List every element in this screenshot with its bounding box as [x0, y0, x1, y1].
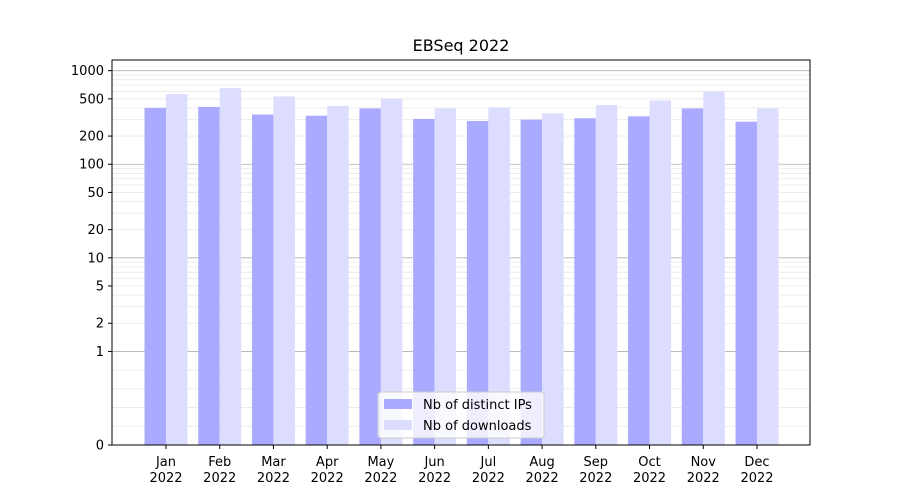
- legend-label: Nb of distinct IPs: [423, 398, 532, 413]
- y-tick-label: 5: [96, 280, 104, 295]
- legend-swatch: [384, 420, 412, 430]
- bar-downloads: [595, 104, 618, 445]
- y-tick-label: 10: [87, 251, 104, 266]
- legend-swatch: [384, 399, 412, 409]
- x-tick-label: Feb 2022: [203, 455, 236, 486]
- bar-distinct-ips: [251, 114, 274, 445]
- x-tick-label: Dec 2022: [740, 455, 773, 486]
- chart-title: EBSeq 2022: [413, 36, 510, 55]
- bar-distinct-ips: [574, 118, 596, 445]
- bar-downloads: [434, 108, 457, 446]
- bar-downloads: [380, 98, 403, 446]
- y-tick-label: 500: [79, 92, 104, 107]
- bar-downloads: [542, 113, 564, 446]
- y-tick-label: 0: [96, 439, 104, 454]
- y-tick-label: 50: [87, 186, 104, 201]
- x-tick-label: Jul 2022: [472, 455, 505, 486]
- bar-downloads: [488, 107, 510, 445]
- bar-downloads: [327, 105, 349, 445]
- bars-layer: [144, 88, 779, 446]
- bar-distinct-ips: [413, 118, 435, 445]
- x-tick-label: Jun 2022: [418, 455, 451, 486]
- x-tick-label: Aug 2022: [526, 455, 559, 486]
- bar-distinct-ips: [305, 115, 328, 445]
- y-tick-label: 20: [87, 223, 104, 238]
- x-tick-label: Jan 2022: [149, 455, 182, 486]
- legend-box: [377, 391, 545, 439]
- legend: Nb of distinct IPs Nb of downloads: [377, 391, 545, 439]
- y-tick-label: 2: [96, 317, 104, 332]
- x-tick-label: Sep 2022: [579, 455, 612, 486]
- bar-downloads: [757, 108, 779, 446]
- bar-distinct-ips: [628, 116, 650, 445]
- bar-downloads: [273, 96, 295, 446]
- y-tick-label: 1000: [71, 64, 104, 79]
- plot-frame: [111, 59, 811, 446]
- legend-label: Nb of downloads: [423, 419, 532, 434]
- bar-distinct-ips: [466, 120, 489, 445]
- bar-distinct-ips: [198, 106, 220, 445]
- y-axis: 0 1 2 5 10 20 50 100 200 500 1000: [71, 64, 112, 454]
- bar-downloads: [649, 100, 672, 445]
- bar-distinct-ips: [520, 119, 543, 446]
- y-tick-label: 1: [96, 345, 104, 360]
- x-tick-label: Apr 2022: [311, 455, 344, 486]
- bar-distinct-ips: [144, 107, 166, 446]
- bar-distinct-ips: [735, 121, 757, 446]
- x-tick-label: May 2022: [364, 455, 397, 486]
- bar-downloads: [703, 91, 725, 445]
- x-tick-label: Nov 2022: [687, 455, 720, 486]
- y-tick-label: 200: [79, 130, 104, 145]
- bar-distinct-ips: [681, 108, 704, 446]
- bar-distinct-ips: [359, 108, 381, 446]
- bar-downloads: [166, 94, 188, 445]
- x-axis: Jan 2022 Feb 2022 Mar 2022 Apr 2022 May 2022 Jun 20…: [149, 445, 774, 486]
- bar-downloads: [219, 88, 242, 446]
- x-tick-label: Oct 2022: [633, 455, 666, 486]
- x-tick-label: Mar 2022: [257, 455, 290, 486]
- y-tick-label: 100: [79, 158, 104, 173]
